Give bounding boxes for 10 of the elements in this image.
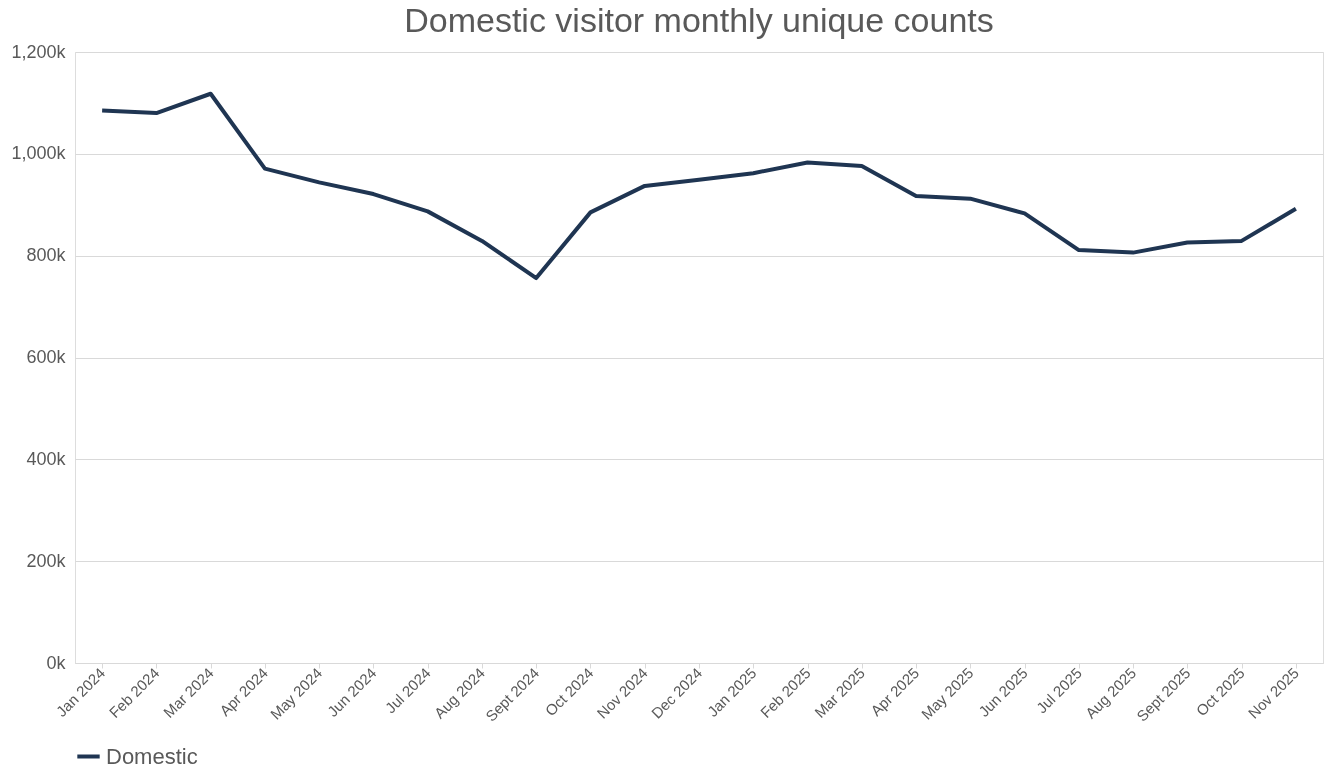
y-tick-label: 600k (26, 347, 67, 367)
y-tick-label: 200k (26, 550, 67, 571)
chart-title: Domestic visitor monthly unique counts (404, 1, 994, 39)
legend-label: Domestic (106, 743, 198, 769)
y-tick-label: 1,200k (11, 41, 67, 62)
y-tick-label: 0k (46, 652, 67, 673)
line-series (100, 91, 1298, 281)
y-tick-label: 400k (26, 448, 67, 469)
y-tick-label: 800k (26, 245, 67, 266)
y-tick-label: 1,000k (11, 143, 67, 164)
